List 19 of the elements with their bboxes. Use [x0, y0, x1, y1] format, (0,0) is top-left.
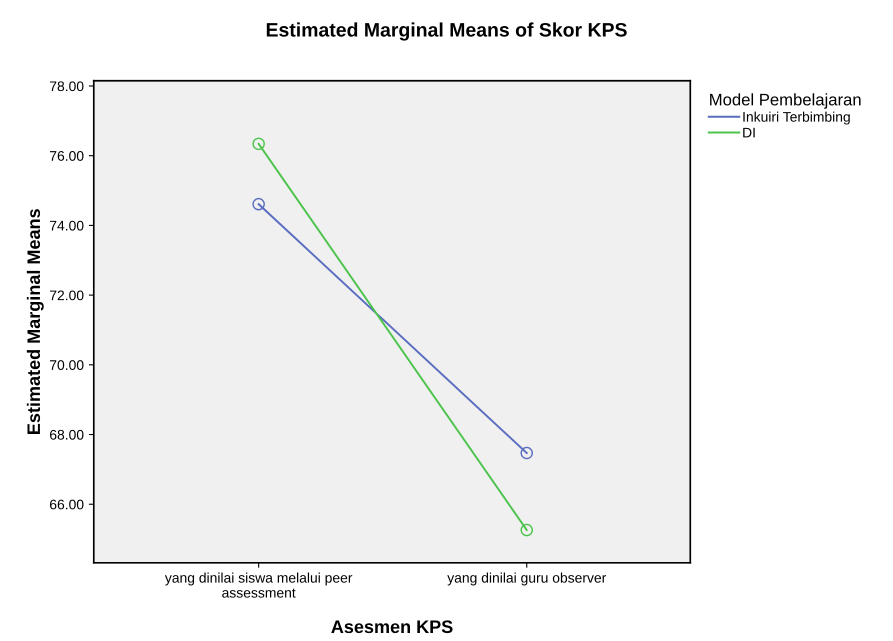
legend-label: DI: [743, 128, 755, 138]
point: [520, 524, 533, 536]
y-tick-label: 66.00: [50, 500, 84, 510]
legend-title: Model Pembelajaran: [710, 93, 861, 109]
y-tick-label: 70.00: [50, 360, 84, 370]
x-tick-label: yang dinilai siswa melalui peer assessment: [164, 572, 352, 598]
legend-label: Inkuiri Terbimbing: [743, 112, 850, 125]
x-axis-title: Asesmen KPS: [331, 620, 453, 634]
y-tick-label: 72.00: [50, 290, 84, 300]
point: [252, 198, 265, 210]
y-tick-label: 68.00: [50, 430, 84, 440]
chart-title: Estimated Marginal Means of Skor KPS: [266, 22, 627, 41]
point: [520, 446, 533, 460]
y-tick-label: 76.00: [50, 151, 84, 161]
y-axis-title: Estimated Marginal Means: [26, 209, 44, 434]
y-tick-label: 74.00: [50, 220, 84, 231]
x-tick-label: yang dinilai guru observer: [447, 572, 606, 586]
point: [252, 138, 265, 150]
y-tick-label: 78.00: [50, 81, 84, 92]
